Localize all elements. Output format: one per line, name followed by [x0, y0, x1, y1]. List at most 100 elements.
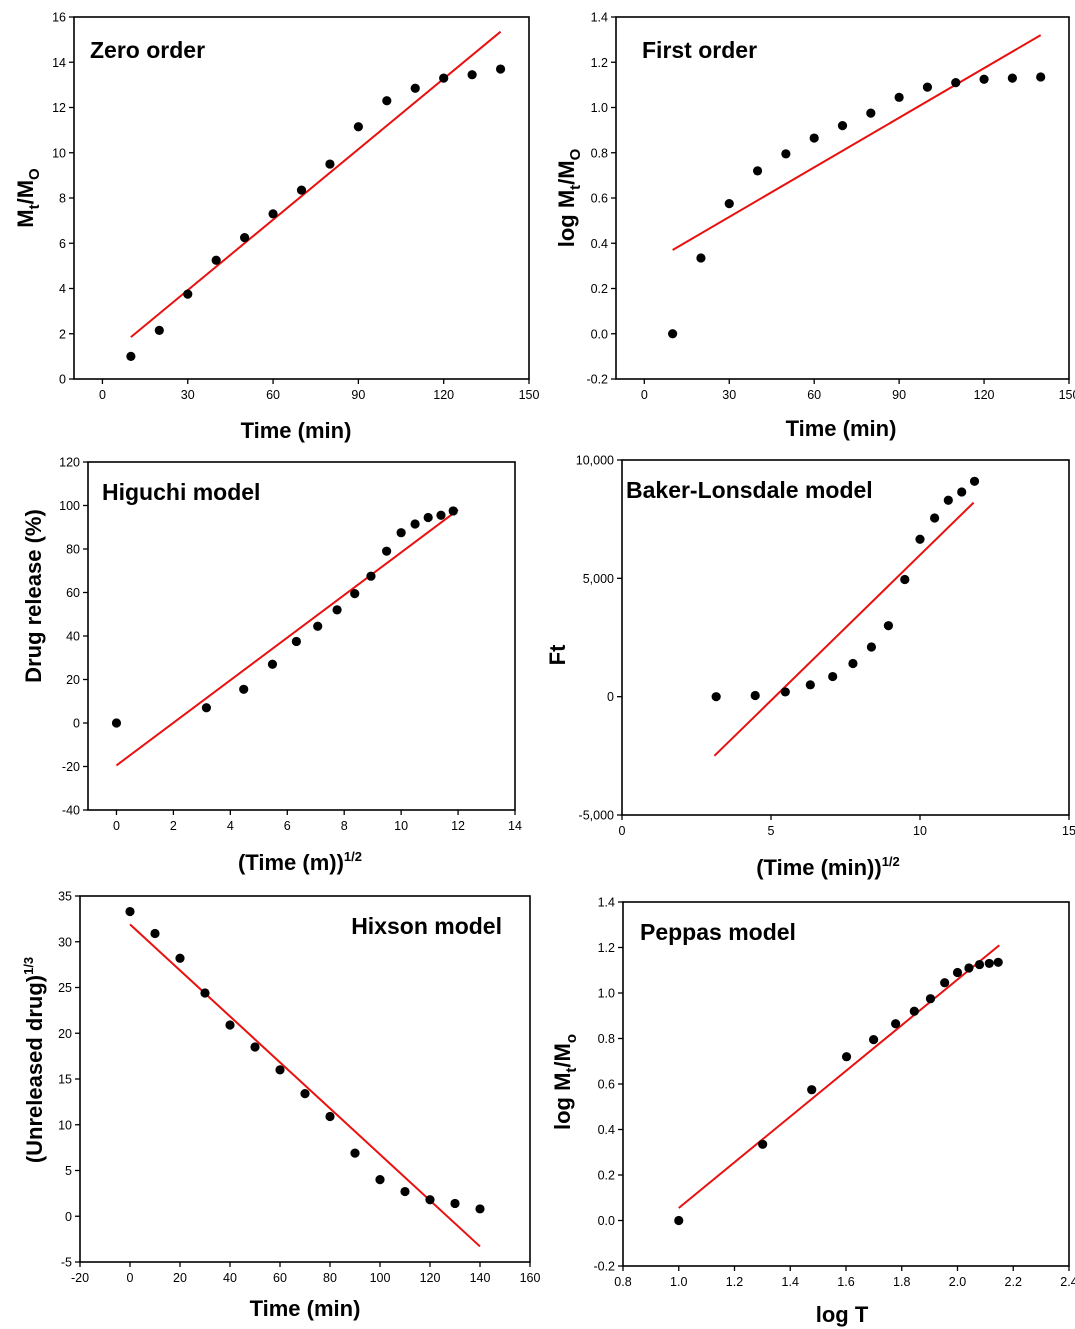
x-tick-label: 160	[520, 1271, 541, 1285]
panel-title: Hixson model	[351, 913, 502, 939]
data-point	[350, 588, 360, 599]
data-point	[300, 1089, 310, 1099]
x-tick-label: 12	[451, 819, 465, 833]
fit-line	[678, 944, 1000, 1209]
fit-line	[129, 923, 481, 1248]
x-tick-label: 80	[323, 1271, 337, 1285]
x-tick-label: 150	[519, 388, 540, 402]
data-point	[250, 1042, 260, 1052]
y-tick-label: 0.2	[591, 282, 608, 296]
data-point	[807, 1085, 817, 1095]
data-point	[382, 546, 392, 556]
data-point	[332, 605, 342, 615]
data-point	[375, 1175, 385, 1185]
y-tick-label: 0.8	[591, 146, 608, 160]
data-point	[915, 534, 925, 544]
data-point	[325, 159, 335, 169]
x-tick-label: 0	[127, 1271, 134, 1285]
x-tick-label: 120	[420, 1271, 441, 1285]
x-tick-label: 2.2	[1005, 1275, 1022, 1289]
data-point	[984, 958, 994, 969]
y-tick-label: -20	[62, 760, 80, 774]
y-tick-label: 12	[52, 101, 66, 115]
data-point	[211, 255, 221, 265]
data-point	[267, 659, 278, 669]
y-tick-label: 100	[59, 499, 80, 513]
x-tick-label: 4	[227, 819, 234, 833]
data-point	[957, 487, 967, 497]
x-tick-label: 20	[173, 1271, 187, 1285]
data-point	[868, 1035, 879, 1045]
fit-line	[672, 34, 1042, 251]
blank-label-box	[676, 602, 726, 624]
fit-line	[713, 501, 975, 757]
data-point	[781, 149, 791, 159]
y-tick-label: 0.4	[598, 1123, 615, 1137]
y-tick-label: -0.2	[593, 1260, 615, 1274]
data-point	[952, 967, 963, 978]
y-axis-title: Mt/MO	[13, 168, 43, 228]
data-point	[891, 1019, 901, 1029]
x-tick-label: 30	[722, 388, 736, 402]
y-tick-label: 1.0	[598, 987, 615, 1001]
data-point	[183, 289, 193, 299]
data-point	[780, 687, 790, 697]
data-point	[410, 519, 420, 529]
data-point	[925, 994, 936, 1004]
data-point	[450, 1198, 460, 1209]
panel-title: Baker-Lonsdale model	[626, 477, 873, 503]
x-axis-title: (Time (min))1/2	[756, 854, 900, 880]
data-point	[111, 718, 122, 728]
y-tick-label: 0.2	[598, 1169, 615, 1183]
blank-label-box	[814, 706, 1042, 810]
y-axis-title: (Unreleased drug)1/3	[21, 957, 47, 1163]
y-tick-label: 1.4	[598, 896, 615, 910]
data-point	[275, 1065, 285, 1075]
data-point	[410, 83, 420, 93]
panel-title: First order	[642, 37, 757, 63]
plot-frame	[621, 459, 1070, 816]
x-tick-label: 30	[181, 388, 195, 402]
y-tick-label: 0	[65, 1210, 72, 1224]
y-tick-label: 0.6	[591, 192, 608, 206]
y-tick-label: 4	[59, 282, 66, 296]
fit-line	[130, 30, 502, 338]
data-point	[711, 692, 721, 702]
data-point	[150, 928, 160, 939]
data-point	[200, 988, 210, 998]
y-tick-label: 25	[58, 981, 72, 995]
data-point	[848, 658, 858, 669]
data-point	[268, 209, 278, 219]
y-tick-label: 2	[59, 327, 66, 341]
data-point	[943, 495, 953, 505]
data-point	[841, 1052, 852, 1062]
data-point	[240, 232, 250, 243]
x-tick-label: 40	[223, 1271, 237, 1285]
data-point	[900, 574, 910, 585]
data-point	[425, 1195, 435, 1205]
data-point	[366, 571, 376, 581]
chart-panel-hixson: -20 0 20 40 60 80 100 120 140 160 -5 0 5 10 15 20 25 30 35…	[21, 890, 540, 1322]
data-point	[696, 253, 706, 263]
y-tick-label: 8	[59, 192, 66, 206]
data-point	[396, 528, 406, 538]
data-point	[724, 199, 734, 209]
data-point	[448, 506, 458, 516]
data-point	[1007, 73, 1017, 83]
x-tick-label: 100	[370, 1271, 391, 1285]
x-tick-label: 10	[394, 819, 408, 833]
y-tick-label: 14	[52, 56, 66, 70]
y-tick-label: 0.0	[591, 327, 608, 341]
x-tick-label: 1.8	[893, 1275, 910, 1289]
y-tick-label: 80	[66, 543, 80, 557]
x-tick-label: 2.0	[949, 1275, 966, 1289]
y-tick-label: -5	[61, 1256, 72, 1270]
data-point	[750, 690, 760, 701]
y-tick-label: 10	[52, 146, 66, 160]
x-tick-label: 0	[641, 388, 648, 402]
y-tick-label: 0.8	[598, 1032, 615, 1046]
data-point	[909, 1006, 919, 1016]
data-point	[894, 92, 904, 102]
data-point	[353, 122, 363, 132]
